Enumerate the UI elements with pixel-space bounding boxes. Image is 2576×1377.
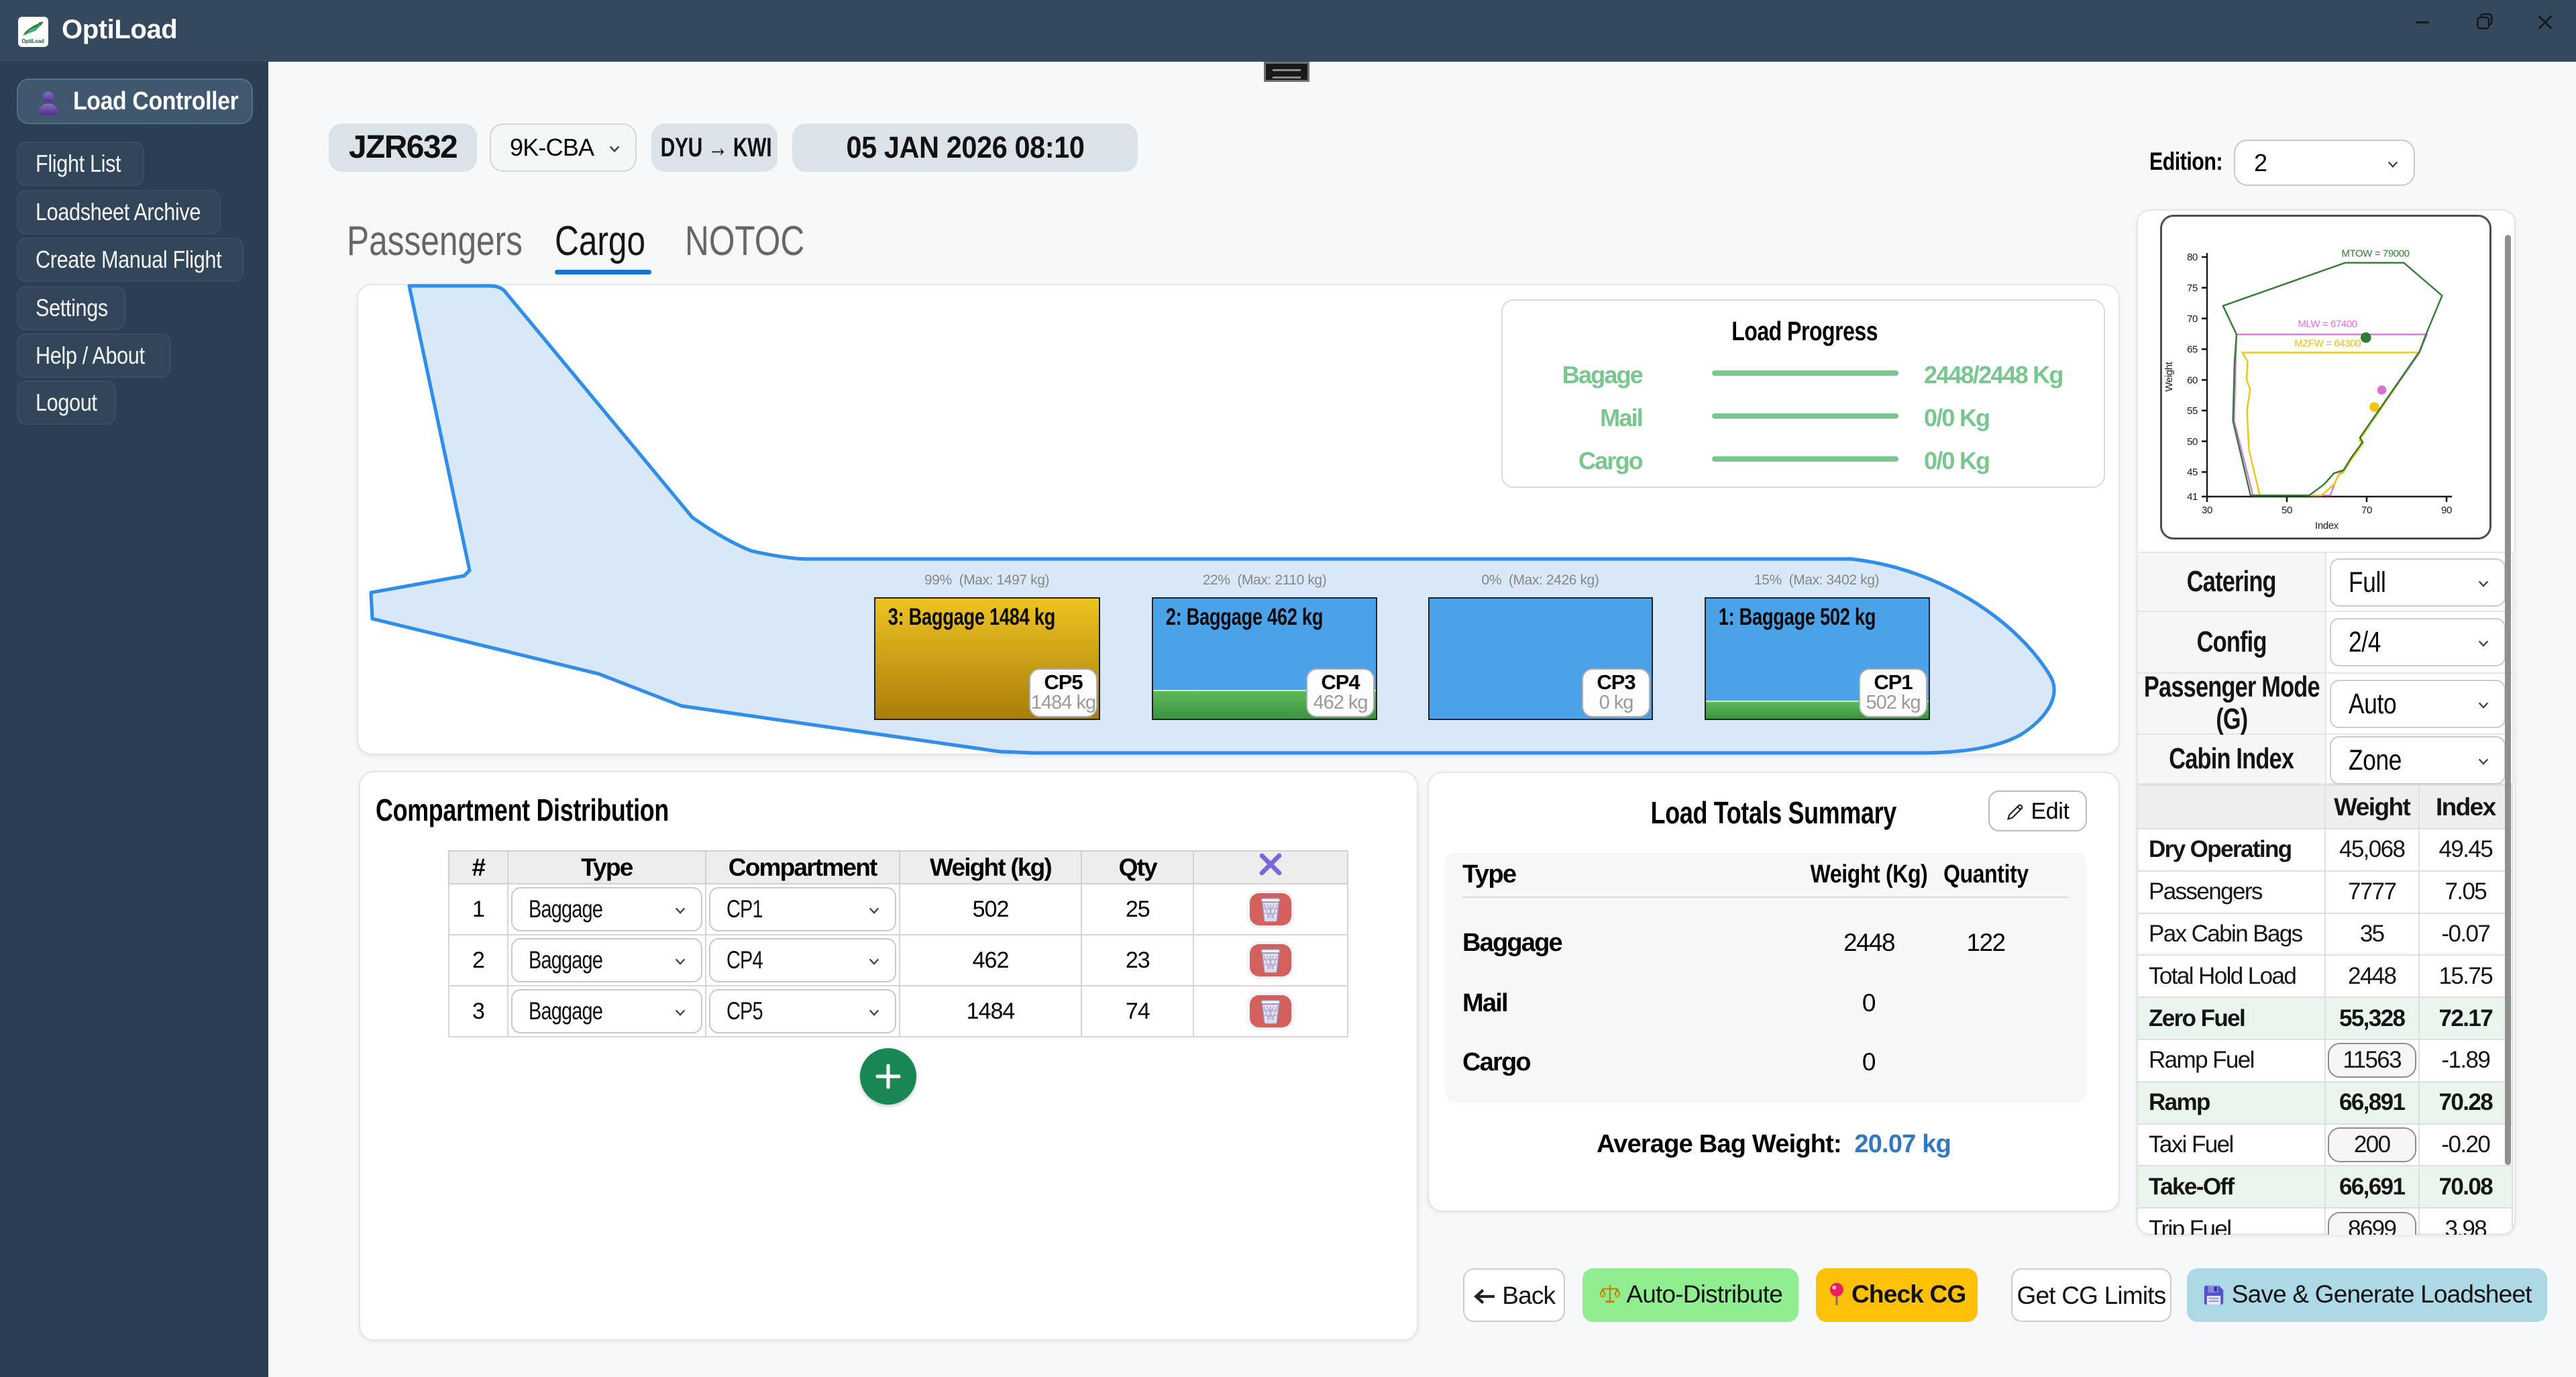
svg-text:30: 30 <box>2202 505 2212 516</box>
svg-text:65: 65 <box>2187 344 2198 356</box>
svg-text:OptiLoad: OptiLoad <box>21 38 44 44</box>
svg-text:MTOW = 79000: MTOW = 79000 <box>2341 248 2409 260</box>
svg-text:45: 45 <box>2187 467 2198 478</box>
svg-text:70: 70 <box>2361 505 2372 516</box>
svg-text:70: 70 <box>2187 313 2198 325</box>
svg-text:50: 50 <box>2282 505 2292 516</box>
svg-text:80: 80 <box>2187 252 2198 263</box>
svg-text:MLW = 67400: MLW = 67400 <box>2298 319 2357 330</box>
svg-text:50: 50 <box>2187 436 2198 448</box>
svg-text:MZFW = 64300: MZFW = 64300 <box>2294 338 2361 349</box>
svg-text:Weight: Weight <box>2163 361 2175 391</box>
svg-text:60: 60 <box>2187 374 2198 386</box>
svg-text:90: 90 <box>2441 505 2452 516</box>
svg-text:41: 41 <box>2187 491 2198 503</box>
svg-text:Index: Index <box>2315 520 2339 531</box>
svg-text:55: 55 <box>2187 405 2198 417</box>
svg-text:75: 75 <box>2187 283 2198 294</box>
